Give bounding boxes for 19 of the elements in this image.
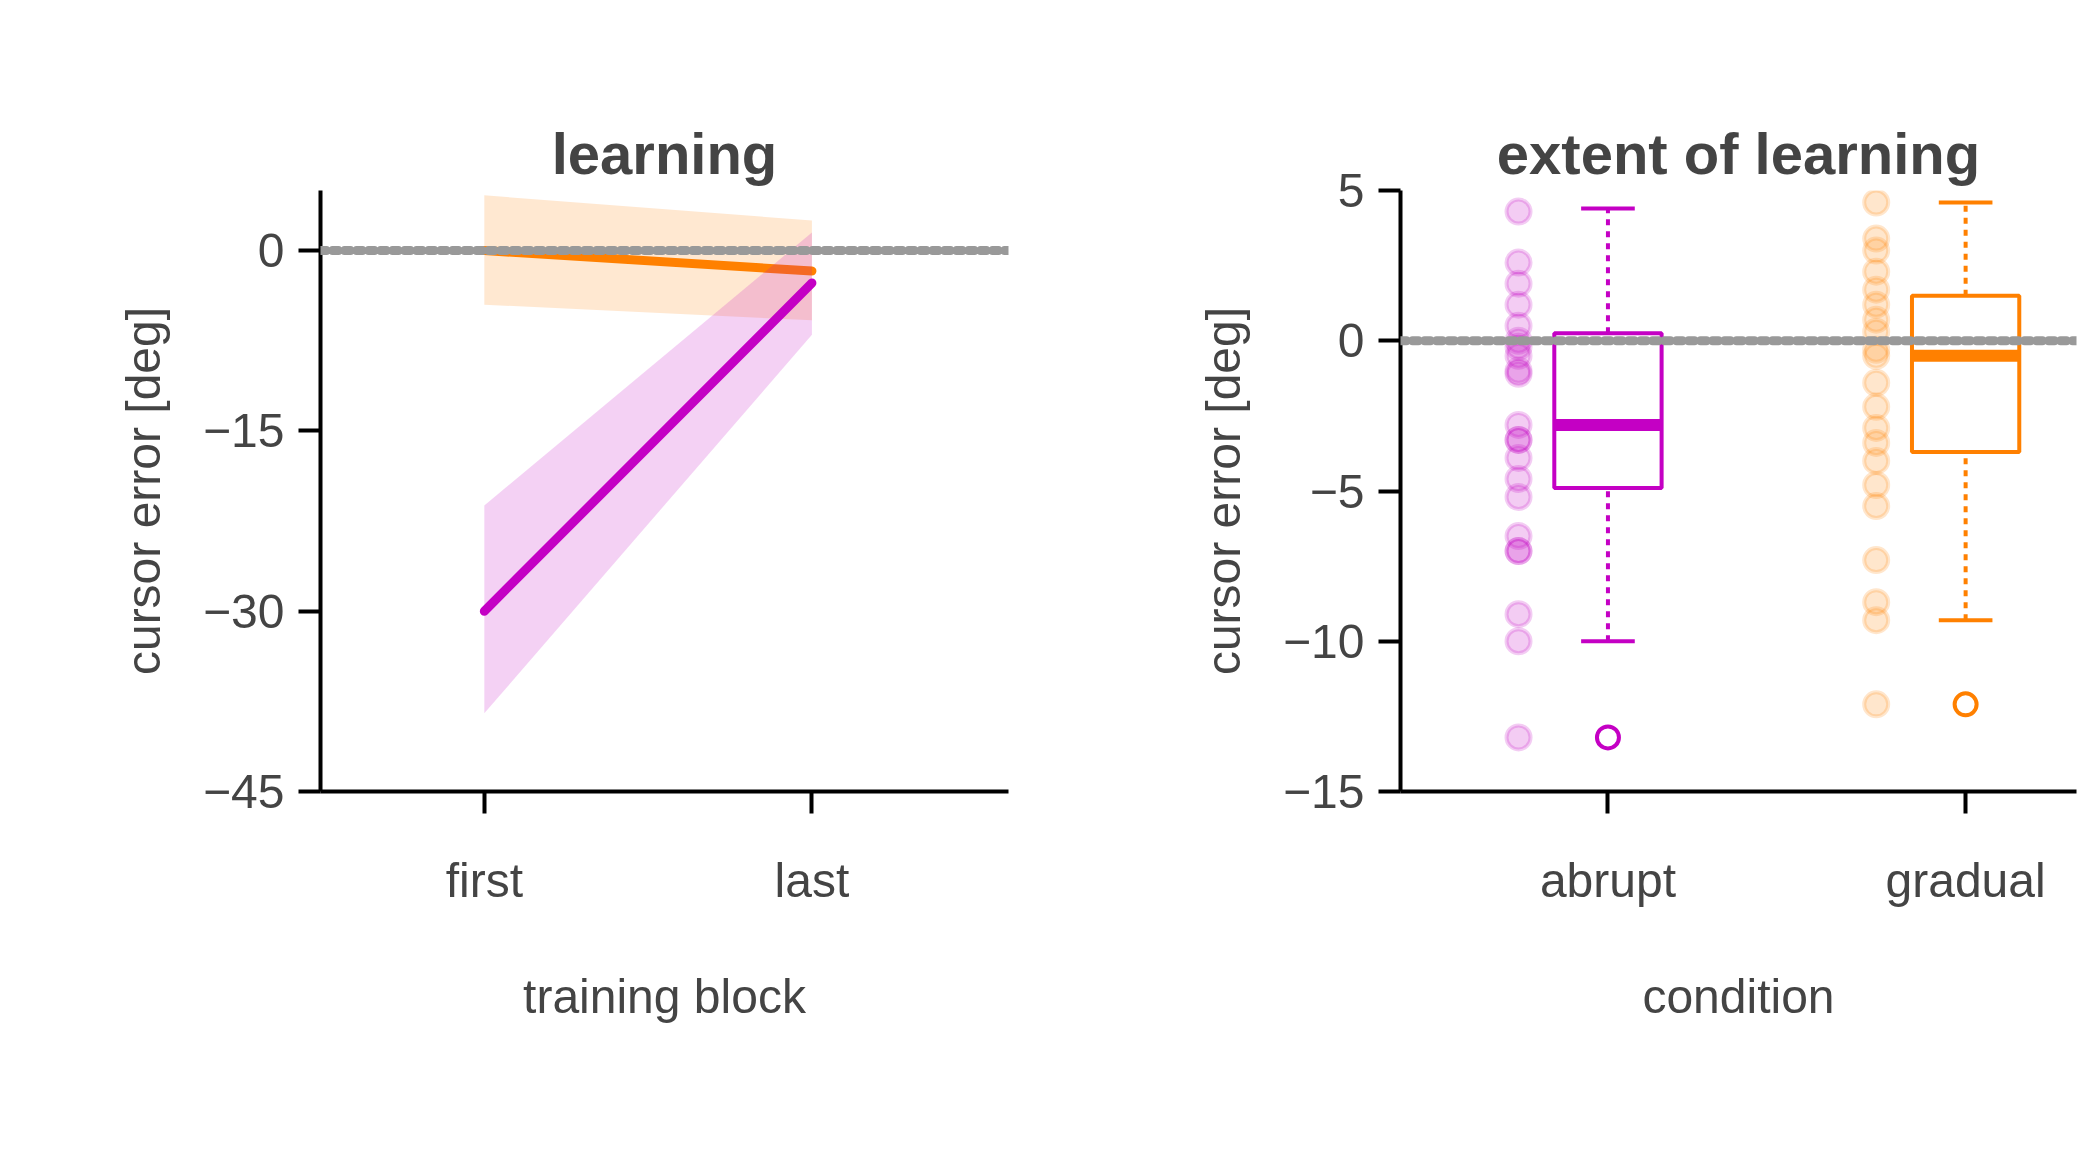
x-tick-label: first [445,853,523,907]
y-tick-label: −30 [203,584,285,638]
y-tick-label: 0 [1337,314,1365,368]
y-tick-label: −15 [1283,765,1365,818]
x-tick-label: last [774,853,850,907]
x-tick-label: gradual [1885,853,2046,907]
x-tick-label: abrupt [1539,853,1677,907]
y-axis-title: cursor error [deg] [117,306,171,676]
y-tick-label: −15 [203,404,285,458]
y-tick-label: 0 [257,224,285,278]
chart-title: learning [551,120,778,186]
x-axis-title: training block [523,969,807,1023]
y-axis-title: cursor error [deg] [1197,306,1251,676]
y-tick-label: −45 [203,765,285,818]
x-axis-title: condition [1642,969,1835,1023]
y-tick-label: −10 [1283,614,1365,668]
chart-title: extent of learning [1496,120,1981,186]
y-tick-label: 5 [1337,164,1365,217]
y-tick-label: −5 [1309,464,1365,518]
